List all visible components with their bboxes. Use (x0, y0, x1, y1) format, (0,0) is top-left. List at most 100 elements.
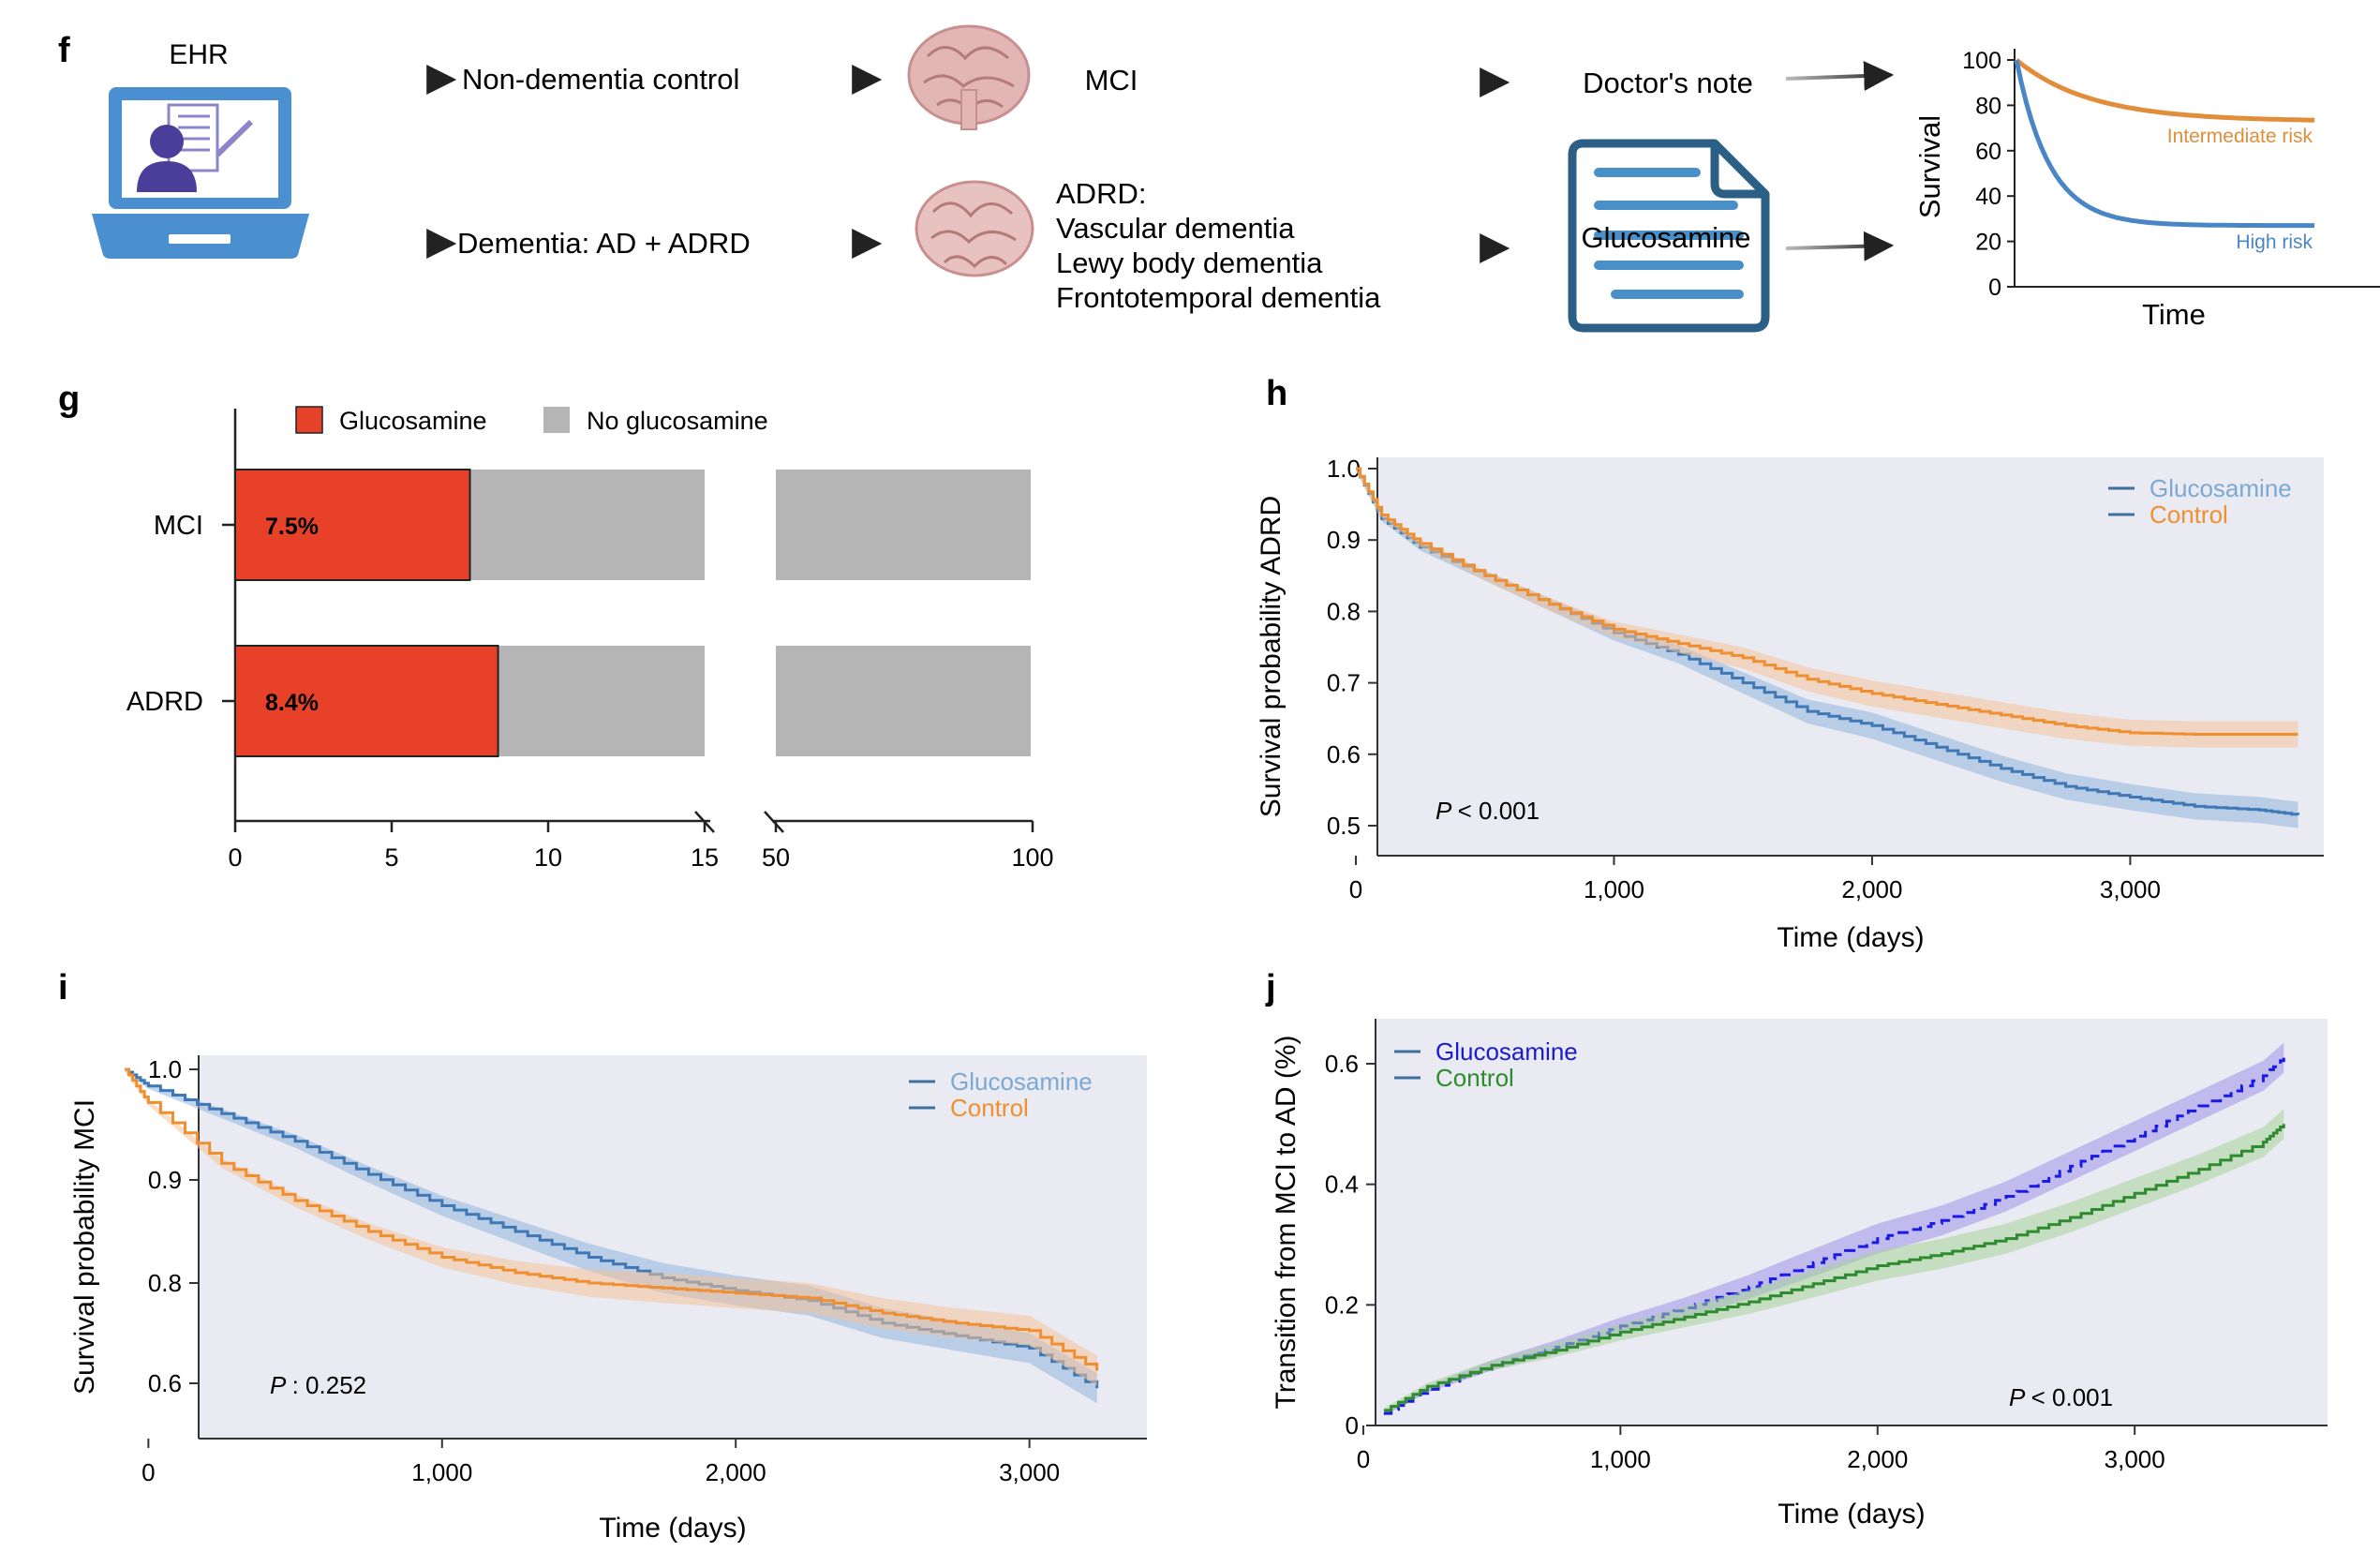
x-tick-label: 1,000 (1590, 1445, 1651, 1473)
panel-h: h 0 1,000 2,000 3,000 0.5 0.6 0.7 0.8 0.9 1.0 Time… (1256, 374, 2324, 953)
legend-label: Control (950, 1094, 1029, 1122)
p-value-annotation: P < 0.001 (2009, 1383, 2113, 1411)
bar-x-tick-label: 5 (384, 843, 398, 872)
legend-label: Glucosamine (950, 1067, 1093, 1096)
p-value: : 0.252 (292, 1371, 367, 1399)
y-tick-label: 0.7 (1327, 669, 1361, 697)
legend-swatch (543, 407, 570, 433)
panel-g: g Glucosamine No glucosamine 0 5 10 15 50 100 MC… (58, 380, 1054, 872)
p-symbol: P (2009, 1383, 2031, 1411)
panel-h-letter: h (1266, 374, 1287, 413)
bar-category-label: ADRD (126, 687, 203, 717)
p-value: < 0.001 (1458, 797, 1540, 825)
confidence-band (1383, 1042, 2284, 1416)
flow-arrows (347, 61, 1895, 263)
x-axis-label: Time (days) (1778, 1499, 1925, 1530)
panel-j: j 0 1,000 2,000 3,000 0 0.2 0.4 0.6 Time (days) T… (1265, 968, 2328, 1530)
adrd-type-1: Vascular dementia (1056, 212, 1295, 245)
panel-f: f EHR Non-dementia (58, 24, 2380, 333)
person-icon (150, 125, 184, 158)
bar-category-label: MCI (154, 511, 203, 541)
y-tick-label: 0.4 (1325, 1171, 1359, 1199)
bar-x-tick-label: 50 (762, 843, 790, 872)
brain-icon-adrd (915, 180, 1034, 277)
y-tick-label: 0.2 (1325, 1291, 1359, 1319)
y-axis-label: Survival probability ADRD (1256, 496, 1287, 817)
legend-label: Glucosamine (1435, 1037, 1578, 1066)
x-axis-label: Time (days) (1777, 922, 1924, 953)
mini-series-label: Intermediate risk (2167, 126, 2313, 147)
y-tick-label: 0.9 (1327, 526, 1361, 554)
bar-glucosamine (234, 645, 499, 757)
y-axis-label: Transition from MCI to AD (%) (1271, 1036, 1302, 1410)
series-line (1356, 467, 2298, 736)
panel-i-letter: i (58, 968, 68, 1007)
mini-x-label: Time (2142, 298, 2206, 331)
mini-series-label: High risk (2236, 231, 2313, 253)
brain-icon-mci (907, 24, 1031, 130)
non-dementia-control-label: Non-dementia control (462, 63, 739, 96)
mini-y-label: Survival (1913, 115, 1946, 218)
mini-y-tick-label: 0 (1988, 275, 2001, 301)
bar-x-tick-label: 0 (228, 843, 242, 872)
x-tick-label: 2,000 (1841, 875, 1902, 903)
p-value-annotation: P < 0.001 (1435, 797, 1540, 825)
x-axis-label: Time (days) (599, 1513, 746, 1544)
x-tick-label: 3,000 (2105, 1445, 2165, 1473)
y-tick-label: 0.6 (148, 1369, 182, 1397)
y-tick-label: 0.9 (148, 1166, 182, 1194)
bar-x-tick-label: 10 (534, 843, 562, 872)
mini-series-line (2015, 58, 2314, 123)
adrd-type-3: Frontotemporal dementia (1056, 281, 1381, 314)
legend-swatch (295, 406, 323, 434)
x-tick-label: 1,000 (1584, 875, 1644, 903)
x-tick-label: 0 (1357, 1445, 1370, 1473)
y-tick-label: 0.8 (1327, 597, 1361, 625)
ehr-label: EHR (169, 39, 228, 70)
p-value-annotation: P : 0.252 (270, 1371, 366, 1399)
legend-label: Control (2149, 500, 2228, 529)
y-tick-label: 0 (1346, 1411, 1359, 1440)
adrd-heading: ADRD: (1056, 177, 1146, 210)
adrd-type-2: Lewy body dementia (1056, 246, 1323, 279)
plot-background (199, 1055, 1147, 1439)
x-tick-label: 3,000 (999, 1458, 1060, 1486)
bar-value-label: 7.5% (265, 514, 319, 540)
bar-value-label: 8.4% (265, 690, 319, 716)
series-line (1383, 1124, 2285, 1412)
p-symbol: P (1435, 797, 1458, 825)
panel-f-letter: f (58, 31, 70, 70)
p-symbol: P (270, 1371, 292, 1399)
axis-break-mark (764, 811, 784, 833)
mini-series-line (2014, 59, 2314, 229)
x-tick-label: 0 (1349, 875, 1362, 903)
mini-y-tick-label: 80 (1975, 93, 2001, 119)
mini-y-tick-label: 20 (1975, 230, 2001, 256)
bar-no-glucosamine-left (498, 646, 705, 756)
x-tick-label: 3,000 (2100, 875, 2161, 903)
x-tick-label: 2,000 (1847, 1445, 1908, 1473)
y-tick-label: 0.6 (1327, 740, 1361, 769)
bar-no-glucosamine-right (776, 646, 1031, 756)
bar-no-glucosamine-right (776, 470, 1031, 580)
bar-x-tick-label: 100 (1011, 843, 1053, 872)
mini-y-tick-label: 40 (1975, 184, 2001, 210)
series-line (125, 1067, 1099, 1371)
mini-y-tick-label: 60 (1975, 139, 2001, 165)
y-axis-label: Survival probability MCI (69, 1099, 100, 1395)
bar-glucosamine (234, 469, 471, 581)
bar-no-glucosamine-left (469, 470, 705, 580)
panel-g-letter: g (58, 380, 80, 419)
mini-survival-chart: 100 80 60 40 20 0 Survival Time Intermediate ris… (1913, 48, 2380, 331)
legend-label: Glucosamine (339, 407, 487, 435)
p-value: < 0.001 (2031, 1383, 2113, 1411)
y-tick-label: 0.6 (1325, 1050, 1359, 1078)
doctors-note-label: Doctor's note (1583, 67, 1753, 99)
doctors-note-icon (1568, 139, 1770, 333)
y-tick-label: 1.0 (1327, 455, 1361, 483)
x-tick-label: 0 (141, 1458, 155, 1486)
x-tick-label: 1,000 (411, 1458, 472, 1486)
panel-j-letter: j (1265, 968, 1276, 1007)
y-tick-label: 0.8 (148, 1269, 182, 1297)
